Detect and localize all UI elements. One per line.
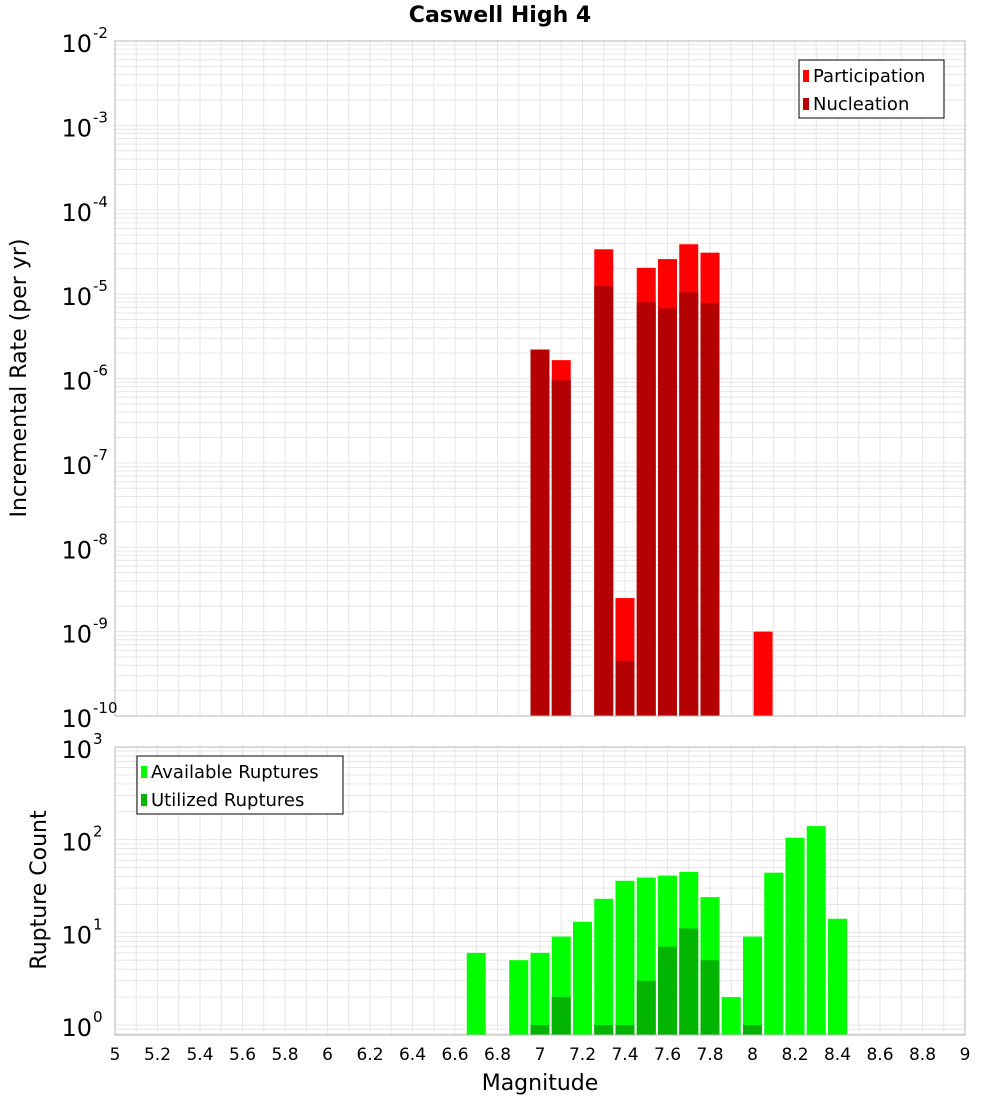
x-tick-label: 7.8 <box>696 1045 723 1065</box>
x-tick-label: 9 <box>960 1045 971 1065</box>
count-y-tick-exponent: 2 <box>93 823 103 841</box>
count-bar-utilized-ruptures <box>636 980 656 1035</box>
x-tick-label: 8.8 <box>909 1045 936 1065</box>
x-tick-label: 6.2 <box>356 1045 383 1065</box>
x-tick-label: 5.8 <box>271 1045 298 1065</box>
count-bar-utilized-ruptures <box>679 928 699 1035</box>
top-y-axis-label: Incremental Rate (per yr) <box>7 239 32 518</box>
rate-y-tick-exponent: -10 <box>93 699 118 717</box>
rate-y-tick-exponent: -5 <box>93 277 108 295</box>
rate-y-tick-exponent: -2 <box>93 24 108 42</box>
rate-y-tick-exponent: -9 <box>93 615 108 633</box>
count-bar-utilized-ruptures <box>615 1025 635 1035</box>
x-tick-label: 6.6 <box>441 1045 468 1065</box>
rate-y-tick-label: 10 <box>61 283 92 311</box>
rate-bar-participation <box>753 631 773 716</box>
x-tick-label: 6.8 <box>484 1045 511 1065</box>
count-bar-available-ruptures <box>509 960 529 1035</box>
count-bar-utilized-ruptures <box>594 1025 614 1035</box>
count-bar-available-ruptures <box>806 826 826 1035</box>
rate-frame <box>114 40 966 717</box>
rate-bar-nucleation <box>530 349 550 716</box>
rate-bar-nucleation <box>615 660 635 716</box>
x-tick-label: 7.2 <box>569 1045 596 1065</box>
rate-y-tick-exponent: -6 <box>93 362 108 380</box>
rate-y-tick-label: 10 <box>61 705 92 733</box>
count-bar-available-ruptures <box>785 837 805 1035</box>
rate-y-tick-label: 10 <box>61 114 92 142</box>
count-bar-available-ruptures <box>594 898 614 1035</box>
x-tick-label: 8.4 <box>824 1045 851 1065</box>
x-axis: 5 5.2 5.4 5.6 5.8 6 6.2 6.4 6.6 6.8 7 7.2 7.4 7.6 7.8 8… <box>110 1045 971 1065</box>
count-legend-swatch <box>141 766 147 778</box>
x-tick-label: 5.6 <box>229 1045 256 1065</box>
rate-y-tick-exponent: -8 <box>93 530 108 548</box>
count-legend-box <box>136 755 344 815</box>
rate-y-tick-label: 10 <box>61 368 92 396</box>
rate-y-tick-label: 10 <box>61 536 92 564</box>
x-tick-label: 8.2 <box>781 1045 808 1065</box>
count-y-tick-label: 10 <box>61 736 92 764</box>
x-tick-label: 8.6 <box>866 1045 893 1065</box>
count-legend-label: Utilized Ruptures <box>151 790 304 811</box>
count-bar-utilized-ruptures <box>743 1025 762 1035</box>
rate-legend-swatch <box>803 70 809 82</box>
rate-bar-nucleation <box>679 292 699 716</box>
count-y-tick-label: 10 <box>61 1014 92 1042</box>
x-tick-label: 5.2 <box>144 1045 171 1065</box>
count-y-tick-label: 10 <box>61 829 92 857</box>
rate-y-tick-exponent: -3 <box>93 108 108 126</box>
rate-y-tick-label: 10 <box>61 452 92 480</box>
x-tick-label: 8 <box>747 1045 758 1065</box>
x-tick-label: 6.4 <box>399 1045 426 1065</box>
rate-legend-swatch <box>803 98 809 110</box>
count-bar-available-ruptures <box>828 918 847 1035</box>
count-bar-utilized-ruptures <box>700 960 720 1035</box>
legends: Participation Nucleation Available Rupture… <box>136 59 945 815</box>
bottom-y-axis-label: Rupture Count <box>27 810 52 970</box>
count-bar-utilized-ruptures <box>530 1025 550 1035</box>
rate-bar-nucleation <box>636 302 656 716</box>
rate-y-tick-label: 10 <box>61 30 92 58</box>
count-bar-available-ruptures <box>721 997 741 1035</box>
chart-title: Caswell High 4 <box>409 3 591 28</box>
x-tick-label: 7 <box>535 1045 546 1065</box>
count-bar-available-ruptures <box>743 936 762 1035</box>
count-frame <box>114 746 966 1036</box>
count-y-tick-exponent: 1 <box>93 915 103 933</box>
x-axis-label: Magnitude <box>482 1071 599 1096</box>
x-tick-label: 7.4 <box>611 1045 638 1065</box>
rate-y-tick-exponent: -4 <box>93 193 108 211</box>
count-bar-available-ruptures <box>615 880 635 1035</box>
x-tick-label: 6 <box>322 1045 333 1065</box>
rate-legend-label: Nucleation <box>813 94 909 115</box>
count-y-tick-label: 10 <box>61 921 92 949</box>
count-bar-available-ruptures <box>764 872 784 1035</box>
count-y-tick-exponent: 0 <box>93 1008 103 1026</box>
rate-bar-nucleation <box>594 285 614 716</box>
count-bar-available-ruptures <box>530 952 550 1035</box>
rate-bar-nucleation <box>658 308 677 716</box>
count-bar-utilized-ruptures <box>551 997 571 1035</box>
rate-legend-box <box>798 59 945 119</box>
count-y-tick-exponent: 3 <box>93 730 103 748</box>
x-tick-label: 5 <box>110 1045 121 1065</box>
x-tick-label: 7.6 <box>654 1045 681 1065</box>
rate-y-tick-label: 10 <box>61 621 92 649</box>
rate-y-tick-exponent: -7 <box>93 446 108 464</box>
count-legend-swatch <box>141 794 147 806</box>
count-bar-utilized-ruptures <box>658 946 677 1035</box>
count-bar-available-ruptures <box>573 921 592 1035</box>
count-bar-available-ruptures <box>466 952 486 1035</box>
rate-legend-label: Participation <box>813 66 925 87</box>
rate-bar-nucleation <box>700 303 720 716</box>
x-tick-label: 5.4 <box>186 1045 213 1065</box>
rate-y-tick-label: 10 <box>61 199 92 227</box>
count-legend-label: Available Ruptures <box>151 762 319 783</box>
rate-bar-nucleation <box>551 380 571 716</box>
